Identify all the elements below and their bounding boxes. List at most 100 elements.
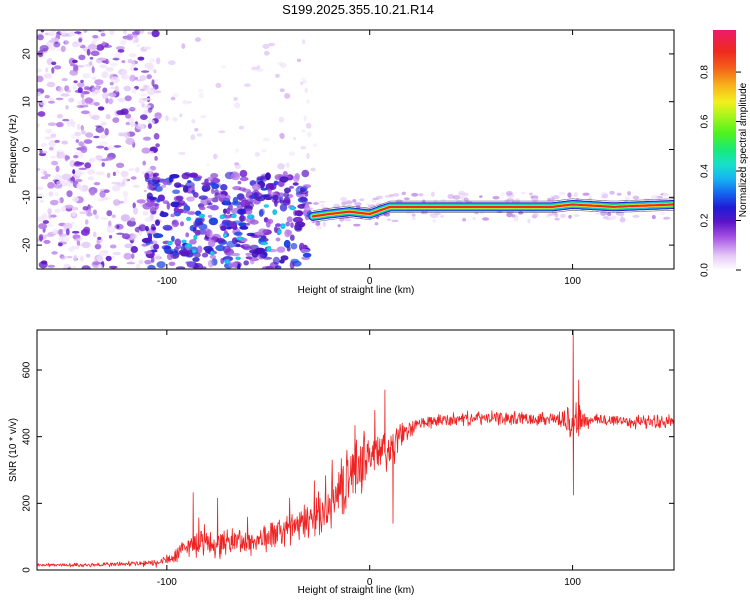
spectral-blob xyxy=(80,79,84,84)
spectral-blob xyxy=(101,71,109,79)
spectral-blob xyxy=(66,89,72,93)
tone-line xyxy=(308,198,674,223)
spectral-blob xyxy=(333,203,340,209)
spectral-blob xyxy=(286,216,293,223)
spectral-blob xyxy=(652,215,656,220)
spectral-blob xyxy=(568,214,572,219)
spectral-blob xyxy=(60,45,66,53)
spectral-blob xyxy=(48,139,56,148)
spectral-blob xyxy=(302,80,307,84)
spectral-blob xyxy=(117,97,126,103)
spectral-blob xyxy=(47,32,56,36)
spectral-blob xyxy=(226,221,231,228)
spectral-blob xyxy=(156,198,161,203)
spectral-blob xyxy=(111,214,116,218)
spectral-blob xyxy=(64,40,68,45)
spectral-blob xyxy=(102,41,106,47)
spectral-blob xyxy=(50,133,57,138)
spectral-blob xyxy=(63,263,71,269)
spectral-blob xyxy=(45,128,53,134)
spectral-blob xyxy=(116,225,120,229)
colorbar-gradient xyxy=(713,30,736,270)
spectral-blob xyxy=(185,232,190,238)
spectral-blob xyxy=(178,250,184,255)
spectral-blob xyxy=(137,56,145,61)
spectral-blob xyxy=(73,43,83,47)
spectral-blob xyxy=(43,73,53,79)
spectral-blob xyxy=(110,76,120,84)
spectral-blob xyxy=(153,90,162,94)
spectral-blob xyxy=(100,134,107,139)
spectral-blob xyxy=(365,203,373,206)
spectral-blob xyxy=(300,248,311,253)
spectral-blob xyxy=(452,195,461,200)
spectral-blob xyxy=(73,80,78,84)
spectral-blob xyxy=(294,210,304,217)
spectral-blob xyxy=(45,67,49,73)
spectral-blob xyxy=(91,86,101,94)
spectral-blob xyxy=(318,200,326,203)
spectral-blob xyxy=(130,246,138,253)
spectral-blob xyxy=(141,147,151,154)
chart-title: S199.2025.355.10.21.R14 xyxy=(282,2,434,17)
spectral-blob xyxy=(231,201,242,206)
spectral-blob xyxy=(192,263,204,269)
spectral-blob xyxy=(110,62,118,67)
spectral-blob xyxy=(213,153,218,160)
spectral-blob xyxy=(300,81,304,86)
spectral-blob xyxy=(103,189,110,193)
spectral-blob xyxy=(520,191,526,195)
spectral-blob xyxy=(166,202,171,210)
x-tick-label: 100 xyxy=(564,276,581,287)
spectral-blob xyxy=(245,256,253,260)
spectral-blob xyxy=(153,233,164,238)
spectral-blob xyxy=(37,216,45,222)
spectral-blob xyxy=(162,179,170,185)
spectral-blob xyxy=(226,240,236,248)
spectrogram-ylabel: Frequency (Hz) xyxy=(8,115,19,184)
spectral-blob xyxy=(352,199,357,203)
spectral-blob xyxy=(86,48,91,56)
spectral-blob xyxy=(479,195,483,198)
spectral-blob xyxy=(160,210,164,215)
spectral-blob xyxy=(77,82,85,88)
spectral-blob xyxy=(208,202,213,206)
spectral-blob xyxy=(76,239,81,247)
spectral-blob xyxy=(60,236,70,243)
spectral-blob xyxy=(237,180,242,185)
spectral-blob xyxy=(71,121,75,128)
spectral-blob xyxy=(269,183,277,190)
spectral-blob xyxy=(168,261,176,266)
spectral-blob xyxy=(181,43,186,49)
spectral-blob xyxy=(254,152,260,157)
tone-line-edge xyxy=(312,209,674,223)
spectral-blob xyxy=(139,93,147,97)
spectral-blob xyxy=(482,217,490,221)
spectral-blob xyxy=(411,192,419,197)
spectral-blob xyxy=(120,38,127,46)
spectral-blob xyxy=(50,214,57,218)
spectral-blob xyxy=(527,218,531,224)
spectral-blob xyxy=(207,176,213,181)
spectral-blob xyxy=(262,137,270,142)
spectral-blob xyxy=(662,192,669,197)
spectral-blob xyxy=(47,224,54,227)
spectral-blob xyxy=(267,247,271,251)
spectral-blob xyxy=(47,181,55,189)
y-tick-label: 20 xyxy=(22,48,33,60)
spectral-blob xyxy=(232,214,236,217)
spectral-blob xyxy=(211,183,220,190)
spectral-blob xyxy=(83,226,91,233)
spectral-blob xyxy=(199,214,204,217)
spectral-blob xyxy=(315,225,323,230)
spectral-blob xyxy=(186,261,195,268)
spectral-blob xyxy=(57,86,64,93)
spectral-blob xyxy=(167,60,176,66)
spectral-blob xyxy=(463,197,469,202)
spectral-blob xyxy=(47,208,52,215)
spectral-blob xyxy=(78,38,83,43)
spectral-blob xyxy=(302,39,306,44)
spectral-blob xyxy=(458,190,466,196)
spectral-blob xyxy=(131,253,135,260)
spectral-blob xyxy=(211,188,215,194)
